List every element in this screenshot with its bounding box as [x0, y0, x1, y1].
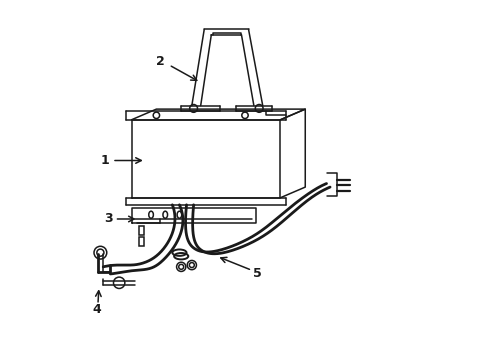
Text: 2: 2 [155, 55, 164, 68]
Text: 5: 5 [253, 267, 262, 280]
Text: 4: 4 [93, 303, 101, 316]
Text: 3: 3 [104, 212, 113, 225]
Text: 1: 1 [100, 154, 109, 167]
Bar [139, 237, 144, 246]
Bar [139, 226, 144, 235]
